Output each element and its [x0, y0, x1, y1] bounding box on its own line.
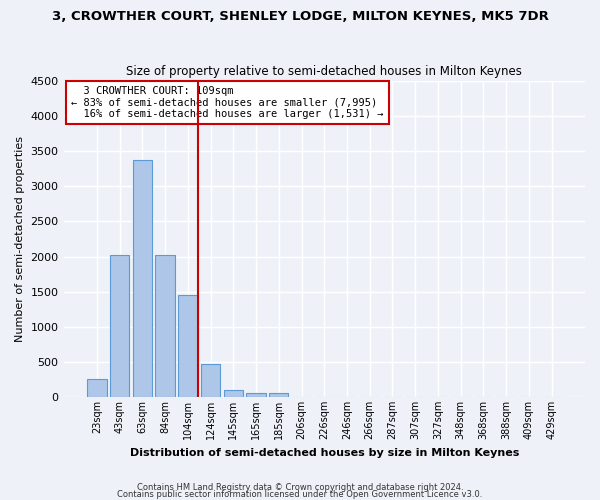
X-axis label: Distribution of semi-detached houses by size in Milton Keynes: Distribution of semi-detached houses by …: [130, 448, 519, 458]
Bar: [247, 393, 266, 397]
Bar: [224, 390, 243, 397]
Text: Contains HM Land Registry data © Crown copyright and database right 2024.: Contains HM Land Registry data © Crown c…: [137, 484, 463, 492]
Bar: [201, 364, 220, 397]
Text: 3, CROWTHER COURT, SHENLEY LODGE, MILTON KEYNES, MK5 7DR: 3, CROWTHER COURT, SHENLEY LODGE, MILTON…: [52, 10, 548, 23]
Bar: [87, 380, 107, 397]
Text: 3 CROWTHER COURT: 109sqm
← 83% of semi-detached houses are smaller (7,995)
  16%: 3 CROWTHER COURT: 109sqm ← 83% of semi-d…: [71, 86, 384, 119]
Bar: [155, 255, 175, 397]
Bar: [110, 255, 130, 397]
Bar: [133, 160, 152, 397]
Y-axis label: Number of semi-detached properties: Number of semi-detached properties: [15, 136, 25, 342]
Text: Contains public sector information licensed under the Open Government Licence v3: Contains public sector information licen…: [118, 490, 482, 499]
Title: Size of property relative to semi-detached houses in Milton Keynes: Size of property relative to semi-detach…: [127, 66, 522, 78]
Bar: [178, 294, 197, 397]
Bar: [269, 393, 289, 397]
